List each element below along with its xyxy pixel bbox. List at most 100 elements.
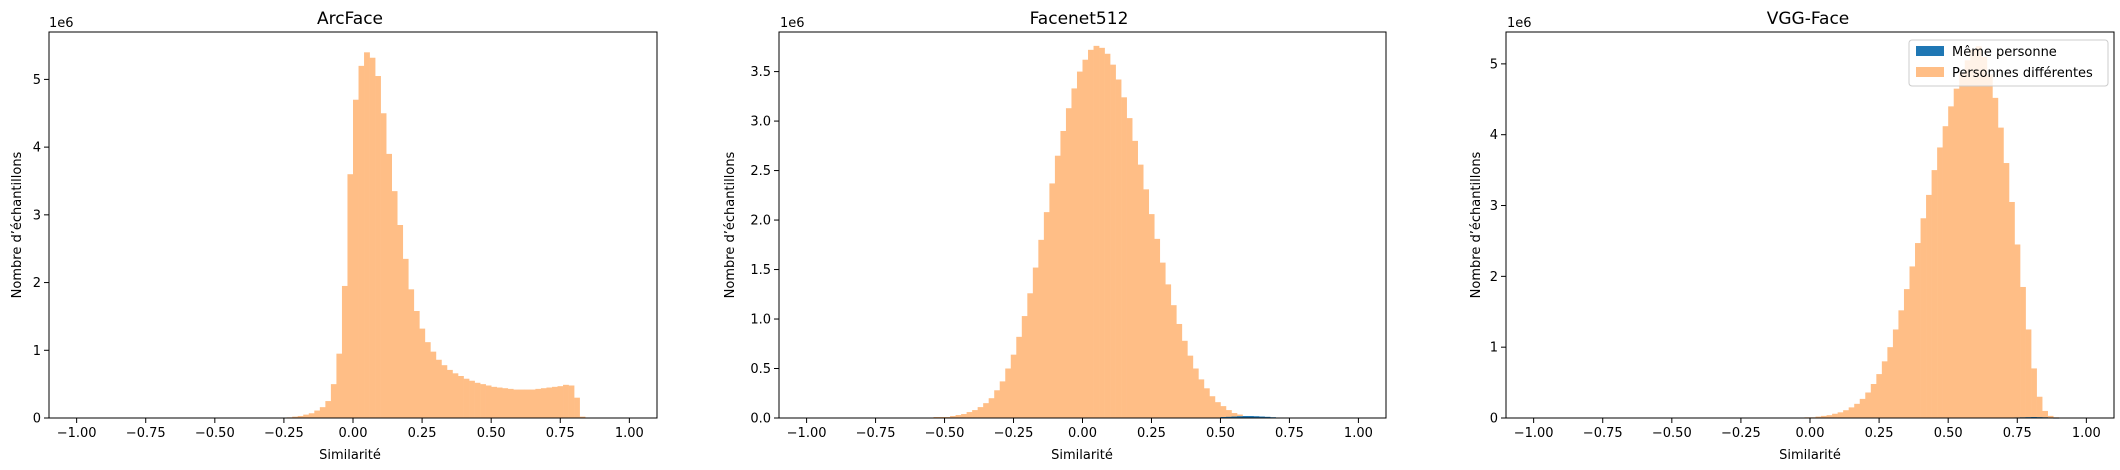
- series-different: [933, 45, 1265, 419]
- histogram-bar: [1948, 106, 1955, 419]
- histogram-bar: [1088, 49, 1094, 418]
- histogram-bar: [325, 401, 332, 418]
- histogram-bar: [1959, 72, 1966, 419]
- panel-vgg-face: VGG-Face 1e6 −1.00 −0.75 −0.50 −0.25 0.00 0.2…: [1469, 9, 2115, 463]
- x-tick-label: −0.50: [1652, 426, 1692, 441]
- histogram-bar: [402, 258, 409, 418]
- histogram-bar: [563, 384, 569, 418]
- chart-title: ArcFace: [317, 9, 383, 29]
- histogram-bar: [358, 65, 365, 419]
- histogram-bar: [319, 407, 326, 418]
- histogram-bar: [955, 415, 962, 418]
- histogram-bar: [292, 416, 299, 418]
- histogram-bar: [1043, 212, 1050, 418]
- x-tick-label: 0.50: [1934, 426, 1963, 441]
- histogram-bar: [1981, 56, 1988, 418]
- y-axis-label: Nombre d’échantillons: [1469, 151, 1484, 298]
- histogram-bar: [1076, 71, 1083, 418]
- histogram-bar: [341, 285, 348, 418]
- panel-arcface: ArcFace 1e6 −1.00 −0.75 −0.50 −0.25 0.00 0.25…: [10, 9, 658, 463]
- histogram-bar: [994, 390, 1001, 418]
- y-tick-label: 4: [33, 141, 41, 156]
- x-axis-label: Similarité: [1051, 448, 1113, 463]
- histogram-bar: [2047, 415, 2054, 418]
- histogram-bar: [330, 384, 337, 418]
- histogram-bar: [435, 359, 442, 418]
- y-axis-label: Nombre d’échantillons: [723, 151, 738, 298]
- histogram-bar: [469, 380, 475, 418]
- x-tick-label: 0.50: [477, 426, 506, 441]
- histogram-bar: [1876, 374, 1883, 418]
- histogram-bar: [988, 398, 995, 418]
- x-tick-label: −1.00: [57, 426, 97, 441]
- x-tick-label: −0.50: [925, 426, 965, 441]
- y-tick-label: 5: [33, 73, 41, 88]
- histogram-bar: [1005, 368, 1012, 418]
- histogram-bar: [1209, 396, 1216, 418]
- y-tick-label: 0.0: [750, 412, 771, 427]
- x-tick-label: −0.50: [195, 426, 235, 441]
- y-tick-label: 2.0: [750, 214, 771, 229]
- legend-swatch-different: [1916, 67, 1944, 77]
- x-tick-label: −0.75: [856, 426, 896, 441]
- histogram-bar: [1115, 79, 1122, 418]
- histogram-bar: [518, 389, 525, 418]
- x-tick-label: 0.75: [546, 426, 575, 441]
- y-tick-label: 5: [1490, 57, 1498, 72]
- y-tick-label: 3.5: [750, 65, 771, 80]
- histogram-bar: [1181, 340, 1188, 418]
- histogram-bar: [1016, 336, 1023, 418]
- histogram-bar: [474, 382, 481, 418]
- histogram-bar: [430, 351, 437, 418]
- histogram-bar: [524, 389, 531, 418]
- x-tick-label: 0.25: [1137, 426, 1166, 441]
- histogram-bar: [347, 174, 354, 418]
- histogram-bar: [369, 57, 376, 418]
- histogram-bar: [1975, 46, 1982, 419]
- histogram-bar: [1859, 398, 1866, 418]
- histogram-bar: [485, 385, 492, 418]
- histogram-bar: [1242, 416, 1249, 418]
- histogram-bar: [1187, 355, 1194, 418]
- histogram-bar: [1992, 97, 1999, 419]
- x-tick-label: −1.00: [1514, 426, 1554, 441]
- histogram-bar: [961, 414, 967, 418]
- y-tick-label: 1.0: [750, 313, 771, 328]
- histogram-bar: [1225, 410, 1232, 418]
- histogram-bar: [950, 416, 956, 418]
- histogram-bar: [424, 342, 431, 418]
- histogram-bar: [1176, 323, 1183, 418]
- histogram-bar: [1099, 47, 1105, 419]
- histogram-bar: [1264, 416, 1271, 418]
- series-different: [286, 52, 586, 419]
- histogram-bar: [1110, 64, 1116, 418]
- plot-area: −1.00 −0.75 −0.50 −0.25 0.00 0.25 0.50 0.75 1.00…: [33, 52, 644, 441]
- histogram-bar: [507, 388, 514, 418]
- plot-area: −1.00 −0.75 −0.50 −0.25 0.00 0.25 0.50 0.75 1.00…: [750, 45, 1373, 441]
- x-tick-label: −0.25: [1721, 426, 1761, 441]
- histogram-bar: [397, 225, 404, 418]
- x-tick-label: 0.25: [408, 426, 437, 441]
- histogram-bar: [1253, 416, 1260, 418]
- y-tick-label: 1: [1490, 341, 1498, 356]
- y-tick-label: 1.5: [750, 263, 771, 278]
- histogram-bar: [1815, 416, 1822, 418]
- series-different: [1804, 46, 2060, 419]
- histogram-bar: [1032, 267, 1039, 418]
- histogram-bar: [1104, 53, 1111, 419]
- histogram-bar: [2008, 201, 2015, 418]
- histogram-bar: [496, 387, 503, 418]
- x-tick-label: −1.00: [787, 426, 827, 441]
- histogram-bar: [386, 153, 392, 418]
- y-tick-label: 2: [1490, 270, 1498, 285]
- histogram-bar: [1203, 388, 1210, 418]
- histogram-bar: [1953, 88, 1960, 418]
- x-tick-label: 0.00: [1068, 426, 1097, 441]
- histogram-bar: [1942, 126, 1949, 418]
- axes-frame: [1505, 31, 2115, 419]
- histogram-bar: [546, 387, 553, 418]
- histogram-bar: [2014, 244, 2021, 418]
- x-axis-label: Similarité: [1779, 448, 1841, 463]
- histogram-bar: [391, 191, 398, 418]
